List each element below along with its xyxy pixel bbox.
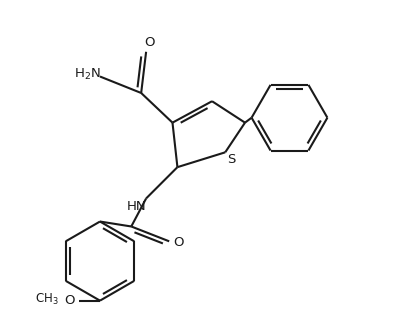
Text: O: O — [144, 36, 155, 49]
Text: HN: HN — [127, 200, 146, 213]
Text: CH$_3$: CH$_3$ — [35, 292, 59, 307]
Text: H$_2$N: H$_2$N — [74, 67, 101, 82]
Text: S: S — [228, 153, 236, 166]
Text: O: O — [173, 236, 184, 250]
Text: O: O — [64, 294, 74, 307]
